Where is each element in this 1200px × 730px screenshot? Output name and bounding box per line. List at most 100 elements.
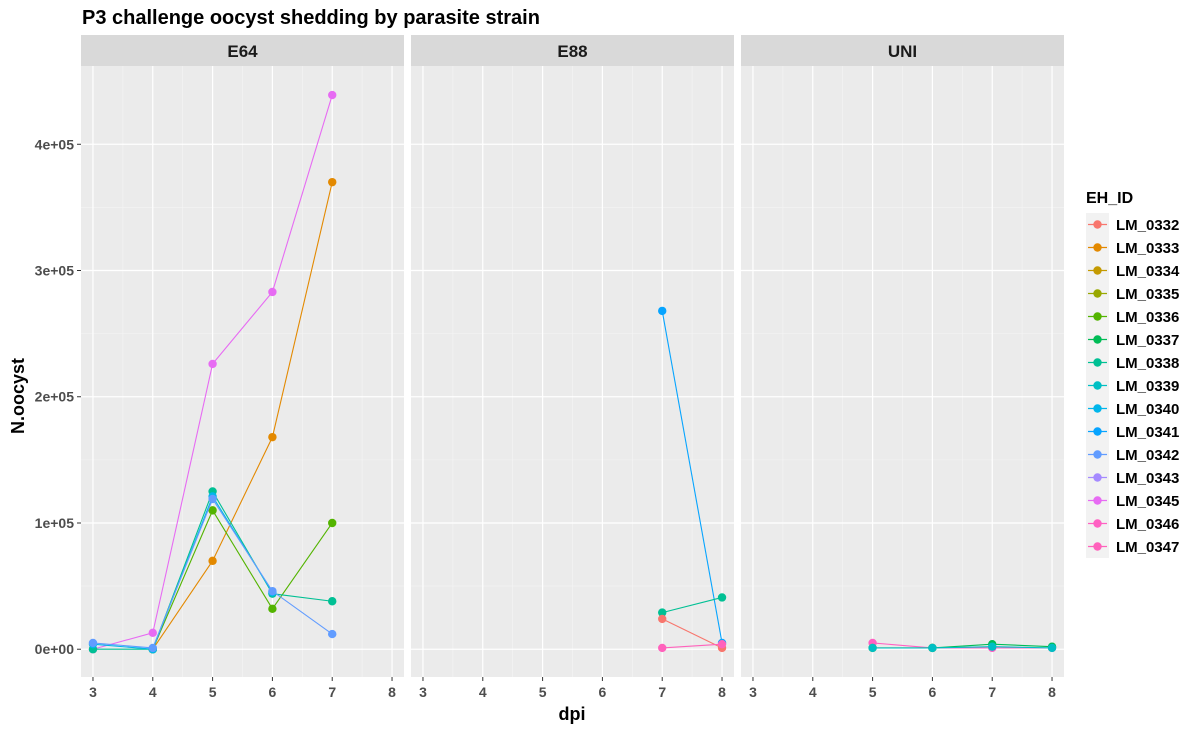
x-tick-label: 4 xyxy=(479,684,487,700)
data-point-lm_0333 xyxy=(268,432,277,442)
data-point-lm_0338 xyxy=(658,608,667,617)
series-line-lm_0341 xyxy=(661,310,723,644)
facet-strip-label: E64 xyxy=(227,42,258,61)
data-point-lm_0338 xyxy=(717,593,727,602)
legend-label: LM_0337 xyxy=(1116,332,1179,349)
x-tick-label: 7 xyxy=(658,684,666,700)
legend-label: LM_0345 xyxy=(1116,493,1179,510)
legend-item: LM_0333 xyxy=(1086,236,1179,259)
facet-panel-e64: E64 3 4 5 6 7 8 xyxy=(81,35,404,700)
legend-item: LM_0337 xyxy=(1086,328,1179,351)
legend-label: LM_0338 xyxy=(1116,355,1179,372)
y-tick-label: 4e+05 xyxy=(35,136,75,152)
x-tick-label: 3 xyxy=(419,684,427,700)
legend-item: LM_0339 xyxy=(1086,374,1179,397)
y-axis: 0e+00 1e+05 2e+05 3e+05 4e+05 xyxy=(35,136,81,657)
data-point-lm_0339 xyxy=(928,643,937,653)
data-point-lm_0347 xyxy=(658,643,667,653)
x-axis-title: dpi xyxy=(559,704,586,724)
data-point-lm_0345 xyxy=(208,359,217,369)
series-line-lm_0336 xyxy=(152,509,333,650)
legend-item: LM_0341 xyxy=(1086,420,1179,443)
legend-label: LM_0332 xyxy=(1116,217,1179,234)
data-point-lm_0333 xyxy=(328,177,337,187)
facet-strip-label: E88 xyxy=(557,42,587,61)
y-axis-title: N.oocyst xyxy=(8,358,28,434)
legend-item: LM_0340 xyxy=(1086,397,1179,420)
facet-strip-label: UNI xyxy=(888,42,917,61)
y-tick-label: 2e+05 xyxy=(35,389,75,405)
data-point-lm_0347 xyxy=(717,639,727,649)
x-tick-label: 5 xyxy=(539,684,547,700)
x-tick-label: 6 xyxy=(929,684,937,700)
series-line-lm_0339 xyxy=(872,646,1053,649)
x-tick-label: 3 xyxy=(749,684,757,700)
facet-strip xyxy=(741,35,1064,66)
legend-key-point xyxy=(1093,450,1102,459)
x-tick-label: 7 xyxy=(328,684,336,700)
x-tick-label: 4 xyxy=(809,684,817,700)
data-point-lm_0345 xyxy=(148,628,157,638)
legend-label: LM_0336 xyxy=(1116,309,1179,326)
legend-key-point xyxy=(1093,542,1102,551)
y-tick-label: 1e+05 xyxy=(35,515,75,531)
legend-item: LM_0338 xyxy=(1086,351,1179,374)
series-line-lm_0346 xyxy=(872,642,1053,649)
legend-label: LM_0343 xyxy=(1116,470,1179,487)
legend-key-point xyxy=(1093,381,1102,390)
x-tick-label: 8 xyxy=(388,684,396,700)
facet-panels: E64 3 4 5 6 7 8 E88 3 4 5 6 7 8 UNI 3 4 5 6 7 8 xyxy=(81,35,1064,700)
series-line-lm_0338 xyxy=(662,596,723,614)
legend-label: LM_0342 xyxy=(1116,447,1179,464)
legend-label: LM_0346 xyxy=(1116,516,1179,533)
data-point-lm_0345 xyxy=(328,90,337,100)
data-point-lm_0341 xyxy=(658,306,667,316)
data-point-lm_0342 xyxy=(268,586,277,596)
legend-label: LM_0339 xyxy=(1116,378,1179,395)
legend-item: LM_0346 xyxy=(1086,512,1179,535)
series-line-lm_0333 xyxy=(152,182,333,650)
series-line-lm_0332 xyxy=(661,618,723,649)
legend: EH_ID LM_0332 LM_0333 LM_0334 LM_0335 LM_033… xyxy=(1086,190,1180,558)
data-point-lm_0333 xyxy=(208,556,217,566)
chart-title: P3 challenge oocyst shedding by parasite… xyxy=(82,7,540,29)
y-tick-label: 0e+00 xyxy=(35,641,75,657)
facet-panel-uni: UNI 3 4 5 6 7 8 xyxy=(741,35,1064,700)
x-tick-label: 6 xyxy=(269,684,277,700)
legend-key-point xyxy=(1093,220,1102,229)
legend-key-point xyxy=(1093,243,1102,252)
legend-item: LM_0345 xyxy=(1086,489,1179,512)
x-tick-label: 6 xyxy=(599,684,607,700)
legend-item: LM_0342 xyxy=(1086,443,1179,466)
facet-panel-e88: E88 3 4 5 6 7 8 xyxy=(411,35,734,700)
data-point-lm_0342 xyxy=(88,638,98,648)
legend-key-point xyxy=(1093,496,1102,505)
legend-title: EH_ID xyxy=(1086,190,1133,207)
legend-label: LM_0340 xyxy=(1116,401,1179,418)
data-point-lm_0342 xyxy=(208,494,217,504)
data-point-lm_0339 xyxy=(1047,643,1057,653)
x-tick-label: 7 xyxy=(988,684,996,700)
legend-key-point xyxy=(1093,266,1102,275)
legend-label: LM_0334 xyxy=(1116,263,1180,280)
legend-key-point xyxy=(1093,427,1102,436)
x-tick-label: 5 xyxy=(209,684,217,700)
x-tick-label: 5 xyxy=(869,684,877,700)
data-point-lm_0342 xyxy=(328,629,337,639)
legend-key-point xyxy=(1093,312,1102,321)
legend-label: LM_0347 xyxy=(1116,539,1179,556)
legend-key-point xyxy=(1093,335,1102,344)
facet-strip xyxy=(81,35,404,66)
data-point-lm_0345 xyxy=(268,287,277,297)
series-line-lm_0347 xyxy=(662,643,723,649)
legend-item: LM_0336 xyxy=(1086,305,1179,328)
x-tick-label: 4 xyxy=(149,684,157,700)
data-point-lm_0339 xyxy=(868,643,877,653)
legend-item: LM_0334 xyxy=(1086,259,1180,282)
legend-label: LM_0333 xyxy=(1116,240,1179,257)
data-point-lm_0342 xyxy=(148,643,157,653)
legend-item: LM_0343 xyxy=(1086,466,1179,489)
legend-key-point xyxy=(1093,473,1102,482)
legend-item: LM_0335 xyxy=(1086,282,1179,305)
